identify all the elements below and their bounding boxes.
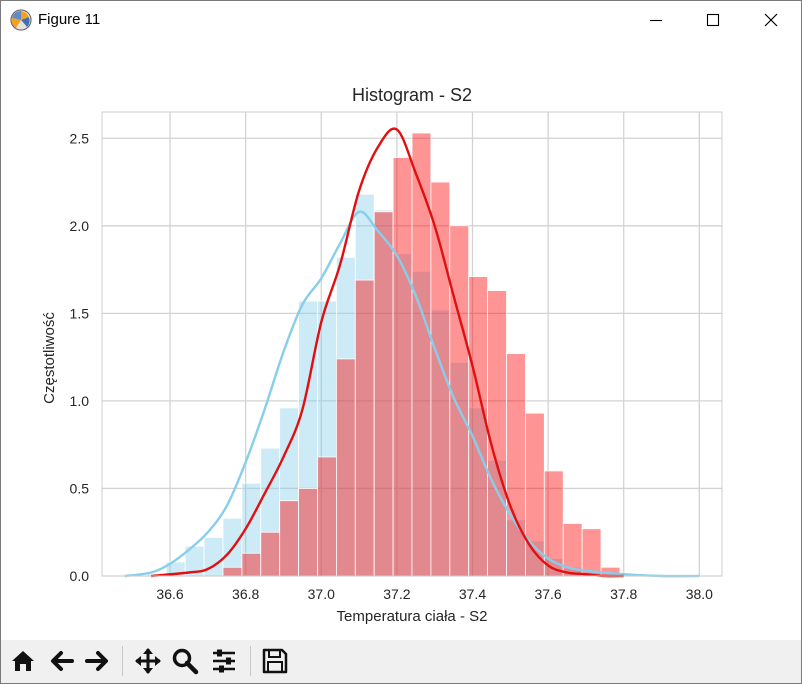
histogram-bar bbox=[317, 456, 337, 577]
matplotlib-logo-icon bbox=[10, 9, 32, 31]
kde-line bbox=[151, 127, 624, 578]
toolbar-separator bbox=[122, 646, 123, 676]
histogram-bar bbox=[260, 531, 281, 577]
toolbar-separator bbox=[250, 646, 251, 676]
arrow-right-icon bbox=[85, 651, 108, 671]
histogram-bar bbox=[335, 358, 356, 577]
navigation-toolbar bbox=[1, 640, 801, 683]
save-icon bbox=[262, 648, 288, 674]
figure-canvas[interactable]: 36.6 36.8 37.0 37.2 37.4 37.6 37.8 38.0 0.0 0.5 1.… bbox=[1, 40, 801, 640]
y-tick-label: 0.0 bbox=[70, 568, 90, 584]
minimize-icon bbox=[650, 19, 662, 22]
close-button[interactable] bbox=[748, 1, 794, 39]
histogram-bar bbox=[392, 157, 413, 577]
x-axis-label: Temperatura ciała - S2 bbox=[337, 608, 488, 625]
x-tick-label: 37.4 bbox=[459, 586, 486, 602]
x-tick-label: 36.8 bbox=[232, 586, 259, 602]
sliders-icon bbox=[213, 649, 235, 673]
minimize-button[interactable] bbox=[633, 1, 679, 39]
y-tick-label: 0.5 bbox=[70, 480, 90, 496]
move-icon bbox=[135, 648, 161, 674]
title-bar: Figure 11 bbox=[1, 1, 801, 39]
maximize-icon bbox=[706, 13, 720, 27]
home-button[interactable] bbox=[7, 645, 39, 677]
histogram-bar bbox=[298, 488, 318, 577]
y-tick-label: 1.5 bbox=[70, 305, 90, 321]
close-icon bbox=[764, 13, 778, 27]
histogram-bar bbox=[354, 279, 375, 577]
back-button[interactable] bbox=[46, 645, 78, 677]
kde-line bbox=[124, 210, 700, 578]
plot-frame bbox=[101, 111, 723, 577]
histogram-chart: 36.6 36.8 37.0 37.2 37.4 37.6 37.8 38.0 0.0 0.5 1.… bbox=[41, 85, 723, 625]
configure-subplots-button[interactable] bbox=[208, 645, 240, 677]
tick-labels: 36.6 36.8 37.0 37.2 37.4 37.6 37.8 38.0 0.0 0.5 1.… bbox=[70, 130, 714, 602]
histogram-bar bbox=[487, 290, 507, 577]
bars bbox=[146, 132, 621, 577]
histogram-bar bbox=[279, 500, 299, 577]
histogram-bar bbox=[222, 566, 243, 577]
x-tick-label: 38.0 bbox=[686, 586, 713, 602]
zoom-button[interactable] bbox=[169, 645, 201, 677]
histogram-bar bbox=[468, 276, 489, 577]
histogram-bar bbox=[241, 552, 262, 577]
y-tick-label: 2.5 bbox=[70, 130, 90, 146]
zoom-icon bbox=[172, 648, 199, 675]
x-tick-label: 37.8 bbox=[610, 586, 637, 602]
y-tick-label: 2.0 bbox=[70, 218, 90, 234]
histogram-bar bbox=[543, 470, 564, 577]
y-axis-label: Częstotliwość bbox=[41, 312, 58, 404]
arrow-left-icon bbox=[51, 651, 74, 671]
forward-button[interactable] bbox=[81, 645, 113, 677]
chart-title: Histogram - S2 bbox=[352, 85, 472, 105]
window-title: Figure 11 bbox=[38, 11, 101, 28]
maximize-button[interactable] bbox=[690, 1, 736, 39]
kde-curves bbox=[124, 127, 700, 578]
x-tick-label: 37.6 bbox=[534, 586, 561, 602]
histogram-bar bbox=[411, 132, 432, 577]
pan-button[interactable] bbox=[132, 645, 164, 677]
x-tick-label: 36.6 bbox=[156, 586, 183, 602]
x-tick-label: 37.2 bbox=[383, 586, 410, 602]
x-tick-label: 37.0 bbox=[308, 586, 335, 602]
histogram-bar bbox=[581, 528, 602, 577]
home-icon bbox=[12, 651, 34, 671]
save-button[interactable] bbox=[259, 645, 291, 677]
histogram-bar bbox=[506, 353, 526, 577]
histogram-bar bbox=[449, 225, 470, 577]
y-tick-label: 1.0 bbox=[70, 393, 90, 409]
histogram-bar bbox=[373, 211, 394, 577]
